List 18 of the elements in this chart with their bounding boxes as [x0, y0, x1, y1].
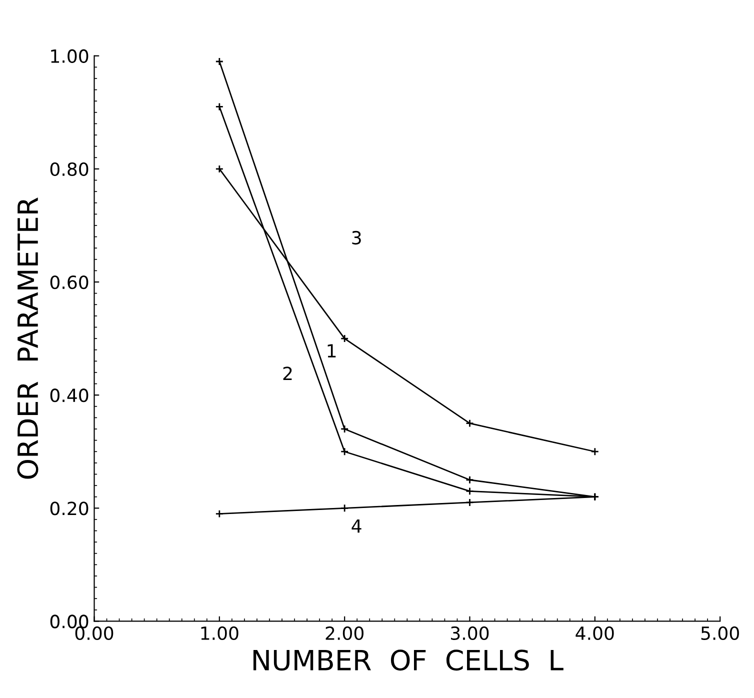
x-axis-title: NUMBER OF CELLS L — [253, 650, 564, 671]
y-tick-label: 0.80 — [50, 162, 88, 176]
y-tick-label: 1.00 — [51, 49, 88, 63]
annotation: 1 — [328, 344, 336, 358]
x-tick-label: 2.00 — [326, 626, 364, 640]
y-tick-label: 0.20 — [50, 502, 88, 516]
x-tick-label: 1.00 — [201, 626, 238, 640]
x-tick-label: 3.00 — [451, 626, 489, 640]
y-axis-title: ORDER PARAMETER — [17, 198, 38, 479]
annotation: 3 — [352, 230, 361, 245]
annotation: 2 — [283, 366, 292, 380]
x-tick-label: 0.00 — [75, 626, 114, 640]
x-tick-label: 5.00 — [701, 626, 739, 640]
y-tick-label: 0.40 — [50, 388, 88, 402]
y-tick-label: 0.00 — [50, 614, 88, 628]
y-tick-label: 0.60 — [50, 275, 88, 290]
x-tick-label: 4.00 — [576, 626, 614, 640]
annotation: 4 — [352, 519, 362, 533]
